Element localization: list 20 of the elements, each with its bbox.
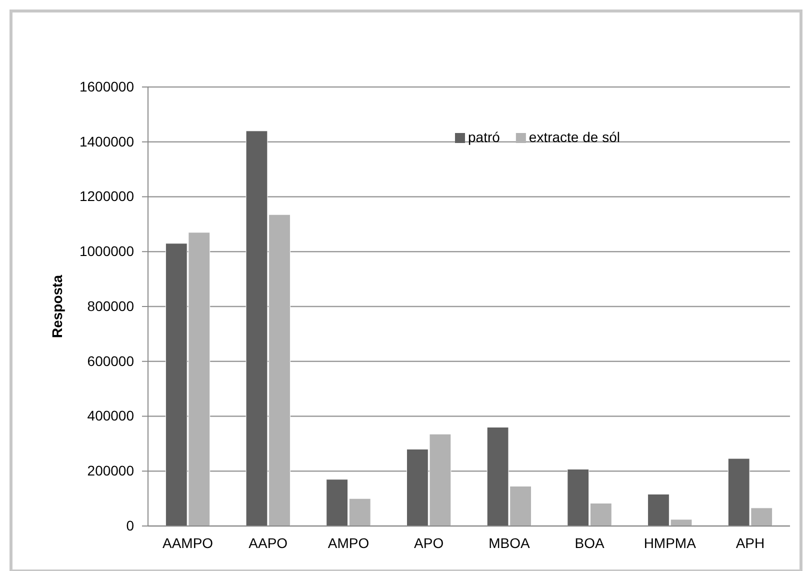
y-tick-label: 1200000 (79, 188, 134, 204)
y-tick-label: 1000000 (79, 243, 134, 260)
x-tick-label: AAMPO (162, 534, 214, 551)
y-tick-label: 400000 (87, 408, 134, 424)
x-tick-label: HMPMA (644, 534, 697, 551)
x-tick-label: AMPO (328, 534, 370, 551)
y-tick-label: 800000 (87, 298, 134, 314)
x-tick-label: APH (736, 534, 765, 551)
x-tick-label: BOA (574, 534, 605, 551)
y-tick-label: 0 (126, 517, 134, 534)
y-tick-label: 200000 (87, 462, 134, 479)
y-tick-label: 600000 (87, 352, 134, 369)
x-tick-label: AAPO (248, 534, 288, 551)
y-tick-label: 1600000 (79, 78, 134, 94)
legend-label: patró (468, 129, 500, 145)
x-tick-label: MBOA (488, 534, 530, 551)
y-tick-label: 1400000 (79, 133, 134, 150)
y-axis-title: Resposta (49, 274, 65, 338)
legend-label: extracte de sól (528, 129, 620, 145)
x-tick-label: APO (414, 534, 444, 551)
